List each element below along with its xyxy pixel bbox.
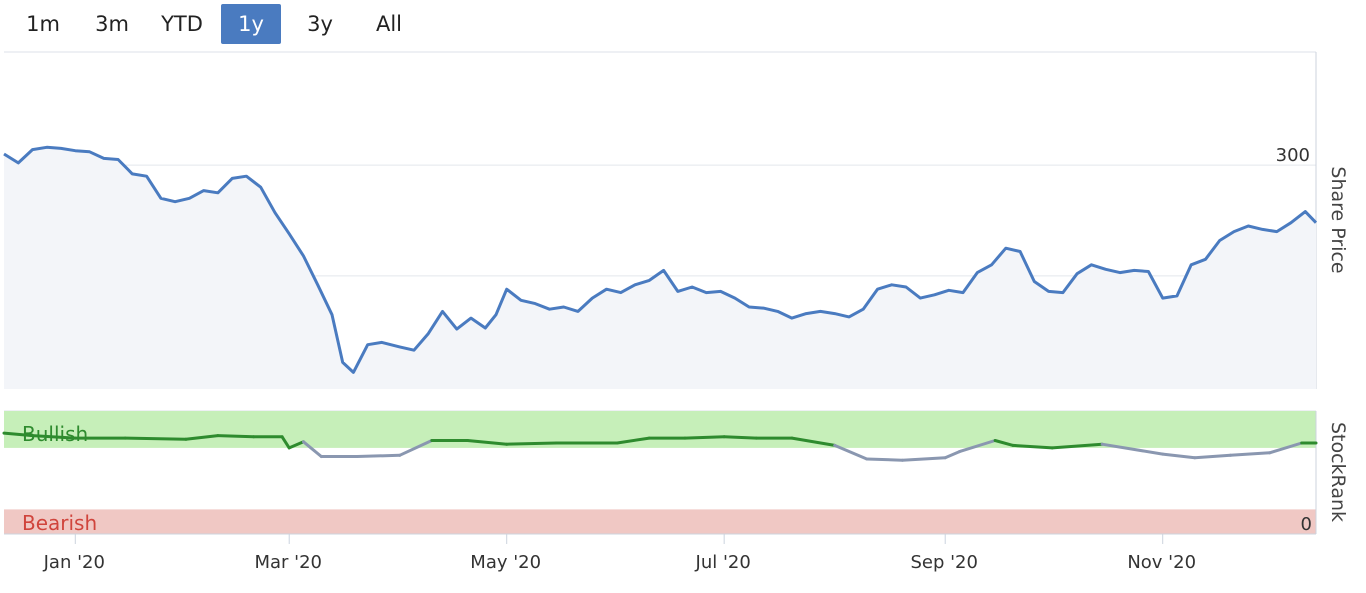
stockrank-line-segment (615, 436, 651, 445)
range-button-ytd[interactable]: YTD (161, 12, 203, 36)
stockrank-line-segment (865, 457, 904, 462)
stockrank-line-segment (833, 443, 869, 461)
stockrank-line-segment (900, 456, 947, 462)
stockrank-line-segment (683, 435, 726, 440)
stockrank-line-segment (943, 450, 961, 460)
stockrank-line-segment (216, 434, 256, 439)
stockrank-line-segment (1050, 442, 1104, 450)
stockrank-line-segment (123, 436, 188, 441)
price-tick-label: 300 (1276, 145, 1310, 166)
stockrank-line-segment (1161, 452, 1197, 460)
x-tick-label: Mar '20 (254, 552, 322, 573)
range-selector: 1m 3m YTD 1y 3y All (0, 0, 600, 48)
stockrank-line-segment (466, 439, 509, 446)
band-label-bearish: Bearish (22, 511, 97, 535)
x-tick-label: May '20 (470, 552, 541, 573)
band-label-bullish: Bullish (22, 422, 88, 446)
price-panel: 100200300Share Price (3, 51, 1349, 389)
stockrank-line-segment (31, 434, 77, 440)
stockrank-line-segment (1268, 441, 1304, 455)
price-axis-title: Share Price (1327, 166, 1349, 273)
stockrank-line-segment (505, 441, 559, 446)
x-tick-label: Sep '20 (910, 552, 978, 573)
stockrank-line-segment (993, 439, 1015, 447)
stockrank-line-segment (398, 439, 434, 457)
stockrank-line-segment (184, 434, 220, 441)
stockrank-axis-title: StockRank (1327, 422, 1349, 522)
stockrank-line-segment (355, 453, 402, 458)
stockrank-tick-label: 0 (1301, 514, 1312, 535)
range-button-1m[interactable]: 1m (26, 12, 60, 36)
stockrank-line-segment (287, 440, 305, 450)
stockrank-line-segment (302, 440, 323, 458)
x-tick-label: Jul '20 (695, 552, 751, 573)
price-line (3, 145, 1318, 374)
stockrank-line-segment (280, 435, 291, 450)
stockrank-line-segment (790, 436, 837, 447)
stockrank-line-segment (958, 439, 997, 454)
stockrank-line-segment (722, 435, 758, 440)
stockrank-line-segment (1228, 451, 1272, 457)
stockrank-panel: Bullish Bearish 0 StockRank (2, 410, 1349, 535)
stockrank-line-segment (2, 431, 34, 438)
stockrank-line-segment (1100, 442, 1165, 456)
price-area-fill (4, 147, 1316, 389)
x-tick-label: Nov '20 (1127, 552, 1196, 573)
x-tick-label: Jan '20 (43, 552, 105, 573)
band-bearish (4, 509, 1316, 534)
band-bullish (4, 411, 1316, 448)
range-button-3m[interactable]: 3m (95, 12, 129, 36)
x-axis: Jan '20 Mar '20 May '20 Jul '20 Sep '20 Nov '… (4, 533, 1316, 573)
range-button-all[interactable]: All (375, 12, 403, 36)
range-button-1y[interactable]: 1y (221, 4, 281, 44)
range-button-3y[interactable]: 3y (307, 12, 333, 36)
stockrank-line-segment (1011, 443, 1054, 450)
stockrank-line-segment (1193, 453, 1232, 460)
